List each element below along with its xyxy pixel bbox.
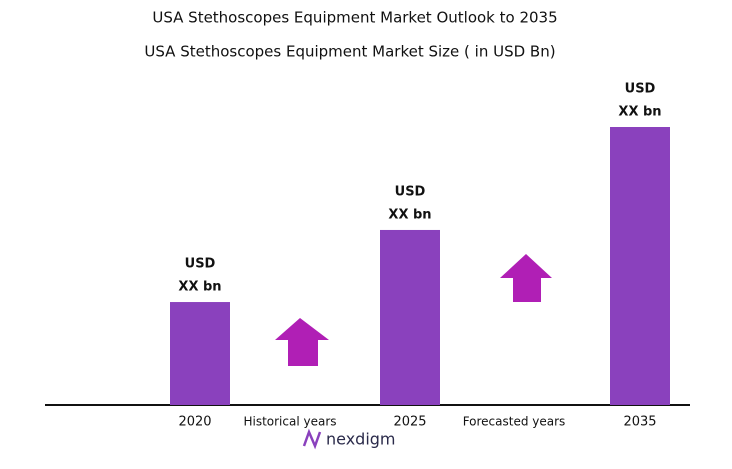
x-tick-label: 2025 <box>393 415 426 430</box>
value-label: XX bn <box>178 280 221 295</box>
value-label: XX bn <box>388 207 431 222</box>
growth-arrow <box>500 254 552 302</box>
x-tick-label: 2035 <box>623 415 656 430</box>
chart-subtitle: USA Stethoscopes Equipment Market Size (… <box>144 43 555 61</box>
growth-arrow <box>275 318 329 366</box>
bar <box>380 229 440 405</box>
bar <box>610 127 670 405</box>
brand-name: nexdigm <box>326 430 396 449</box>
x-tick-label: 2020 <box>178 415 211 430</box>
chart-title: USA Stethoscopes Equipment Market Outloo… <box>152 9 557 27</box>
value-label: XX bn <box>618 105 661 120</box>
brand-logo <box>302 428 322 450</box>
value-label: USD <box>395 184 426 199</box>
value-label: USD <box>185 257 216 272</box>
annotation: Forecasted years <box>463 415 566 429</box>
value-label: USD <box>625 82 656 97</box>
annotation: Historical years <box>243 415 336 429</box>
bar <box>170 302 230 405</box>
